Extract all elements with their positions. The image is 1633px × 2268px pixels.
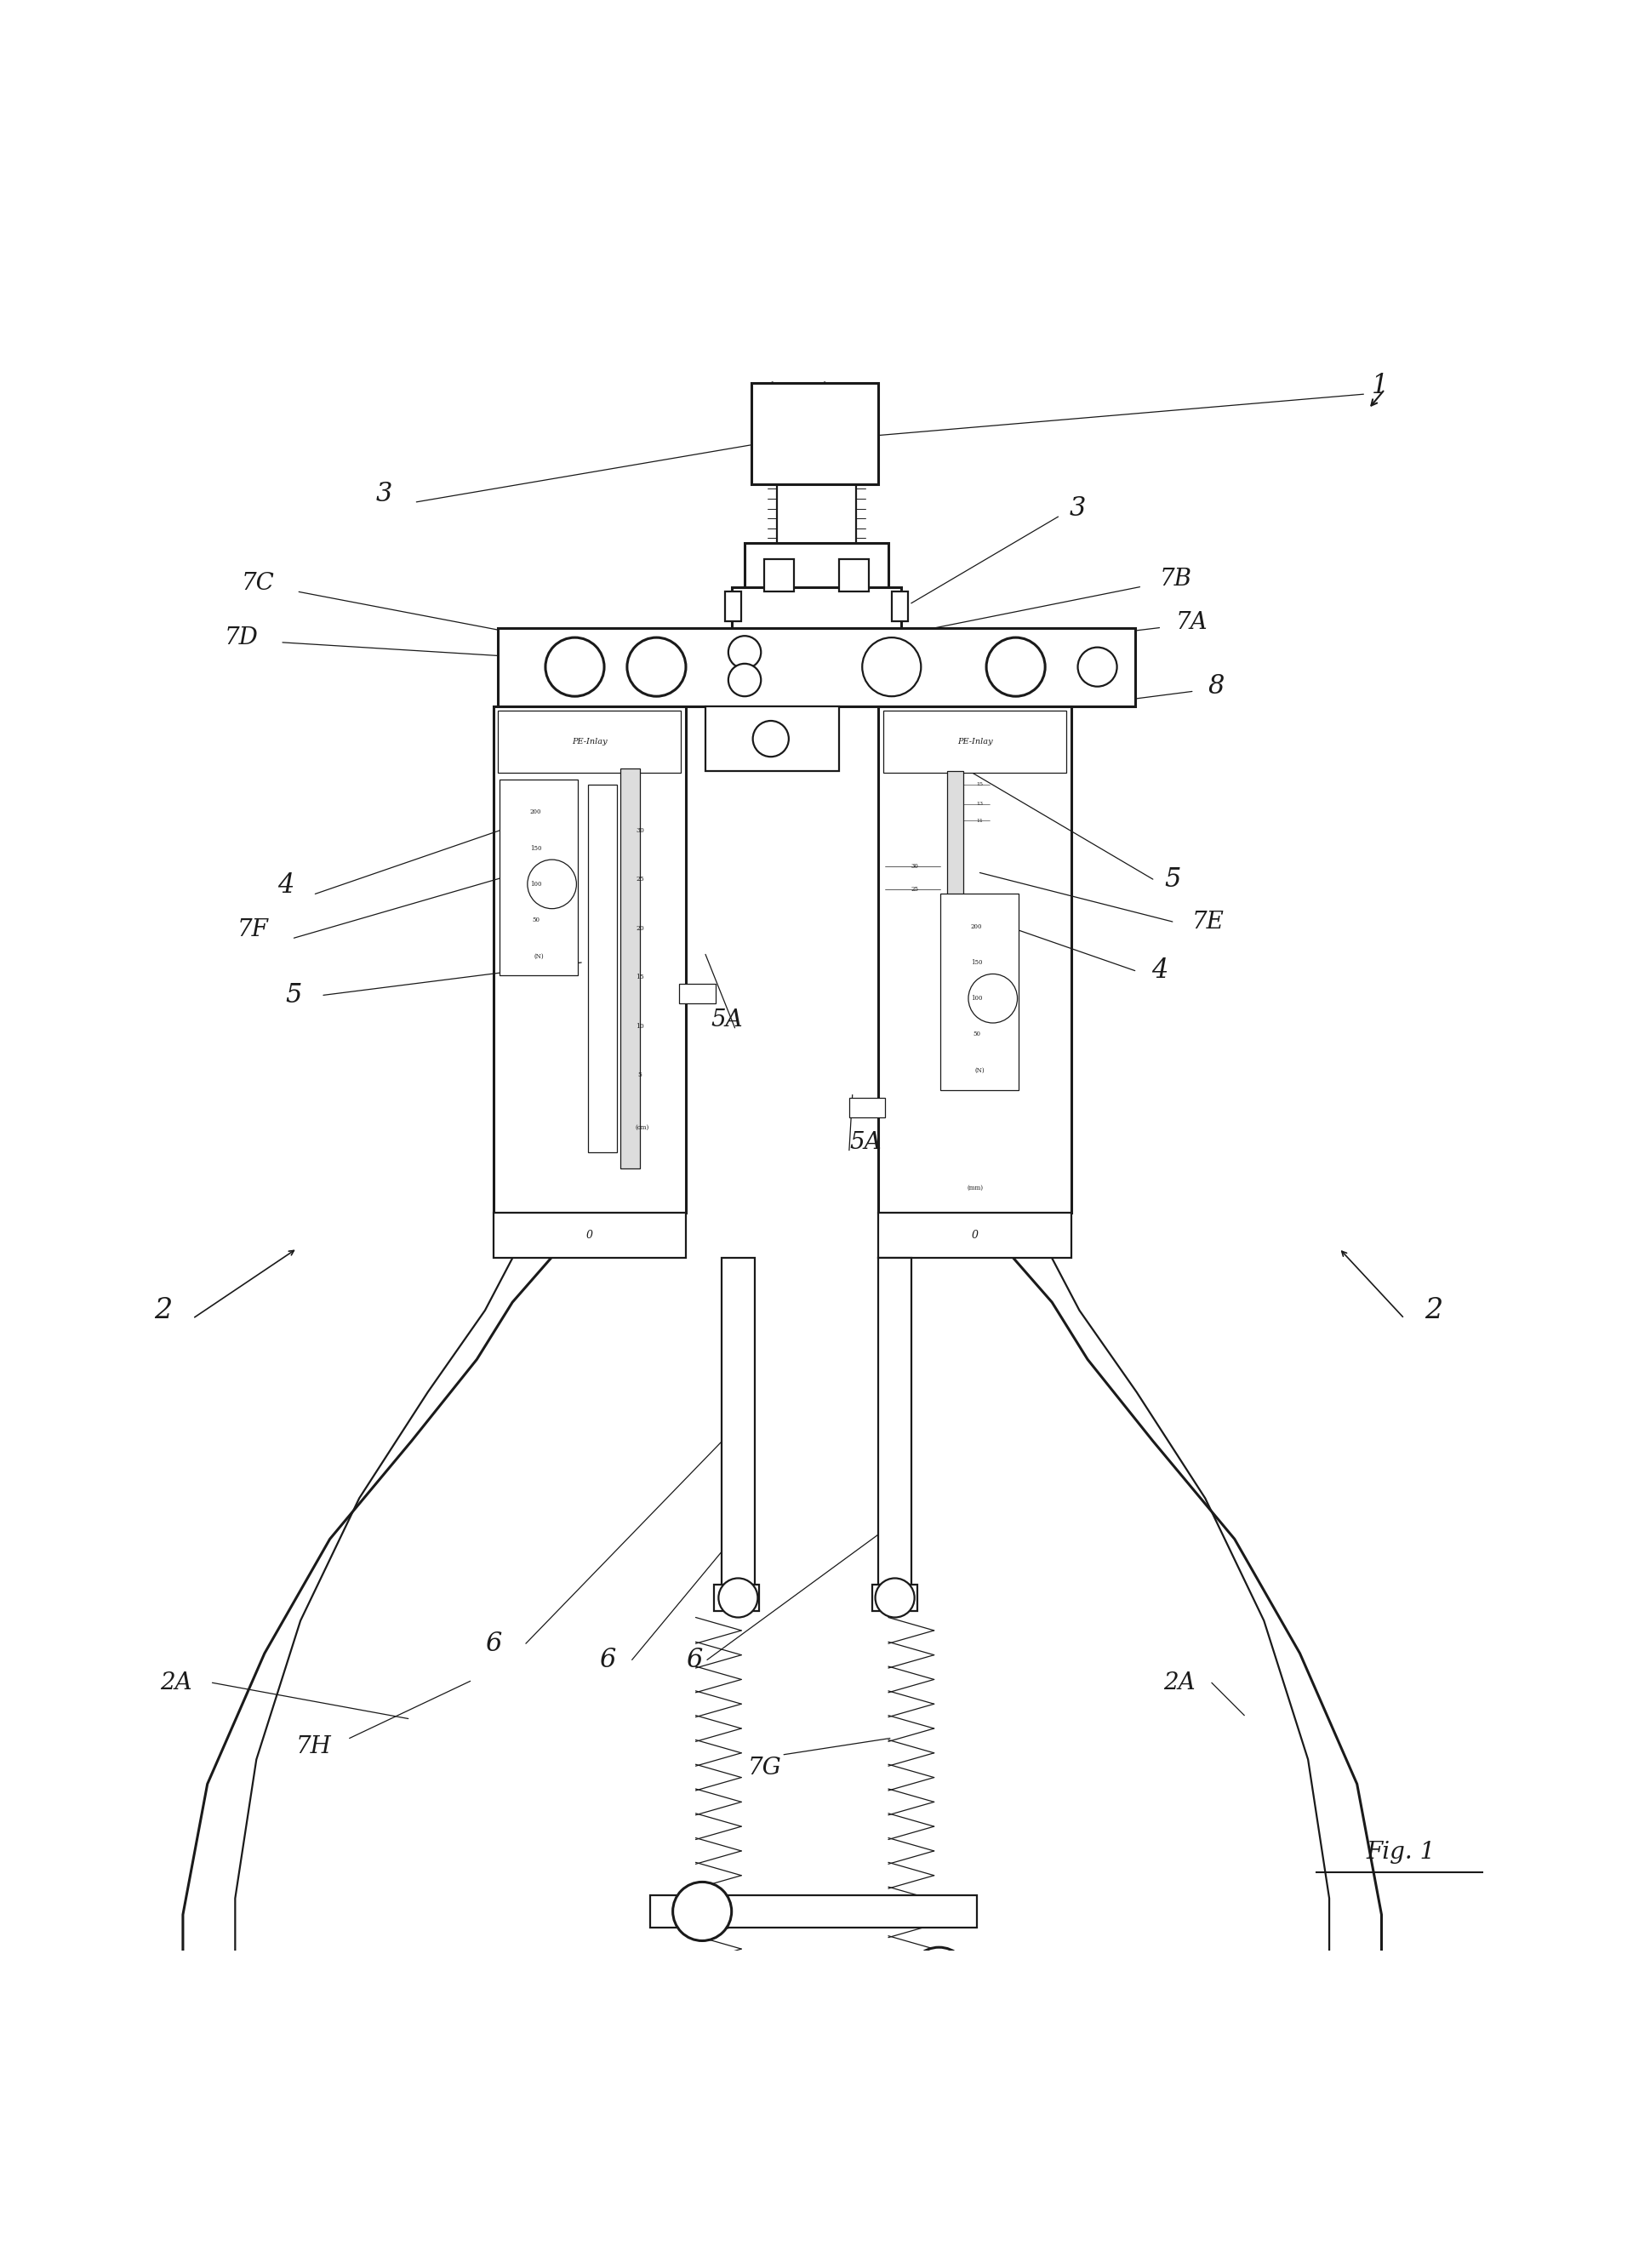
Text: 11: 11 (977, 819, 983, 823)
Text: 7G: 7G (748, 1755, 781, 1778)
Bar (849, 1098, 885, 1118)
Text: 15: 15 (635, 973, 645, 980)
Circle shape (986, 637, 1045, 696)
Bar (725, 592, 741, 621)
Bar (705, 705, 839, 771)
Bar (588, 785, 617, 1152)
Text: 25: 25 (911, 885, 918, 891)
Circle shape (673, 1882, 732, 1941)
Text: (cm): (cm) (635, 1125, 648, 1132)
Circle shape (968, 973, 1017, 1023)
Text: Fig. 1: Fig. 1 (1367, 1842, 1435, 1864)
Circle shape (627, 637, 686, 696)
Bar (493, 705, 686, 1213)
Text: 5A: 5A (710, 1009, 743, 1032)
Text: 5: 5 (639, 1073, 642, 1080)
Text: 30: 30 (911, 862, 918, 869)
Text: 8: 8 (1208, 674, 1225, 701)
Text: 6: 6 (599, 1647, 616, 1674)
Bar (477, 2077, 506, 2268)
Circle shape (527, 860, 576, 909)
Bar (500, 780, 578, 975)
Circle shape (753, 721, 789, 758)
Text: 7H: 7H (296, 1735, 331, 1758)
Bar (947, 771, 963, 903)
Bar (679, 984, 715, 1002)
Text: (N): (N) (975, 1066, 985, 1073)
Text: 4: 4 (278, 873, 294, 898)
Text: 7A: 7A (1176, 612, 1208, 635)
Text: 150: 150 (970, 959, 983, 966)
Circle shape (728, 635, 761, 669)
Text: 5A: 5A (849, 1132, 882, 1154)
Bar (879, 1259, 911, 1585)
Text: 25: 25 (635, 875, 645, 882)
Text: 10: 10 (635, 1023, 645, 1030)
Text: (mm): (mm) (967, 1184, 983, 1191)
Circle shape (545, 637, 604, 696)
Text: 50: 50 (532, 916, 539, 923)
Bar (498, 712, 681, 773)
Text: 2: 2 (1424, 1297, 1444, 1325)
Text: 50: 50 (973, 1032, 980, 1039)
Bar (722, 1259, 754, 1585)
Text: 5: 5 (286, 982, 302, 1009)
Bar (879, 705, 1071, 1213)
Bar (1058, 2077, 1088, 2268)
Bar (493, 1213, 686, 1259)
Text: 100: 100 (970, 996, 983, 1002)
Text: 100: 100 (529, 880, 542, 887)
Bar (621, 769, 640, 1168)
Circle shape (496, 2130, 555, 2189)
Text: 6: 6 (485, 1631, 501, 1656)
Text: 5: 5 (1164, 866, 1181, 891)
Bar (892, 592, 908, 621)
Text: 7B: 7B (1159, 567, 1192, 590)
Text: 7C: 7C (242, 572, 274, 594)
Bar (883, 712, 1066, 773)
Circle shape (910, 1948, 968, 2007)
Text: 30: 30 (635, 828, 645, 835)
Text: 200: 200 (529, 810, 542, 816)
Text: 2A: 2A (1163, 1672, 1195, 1694)
Text: (N): (N) (534, 953, 544, 959)
Bar (732, 587, 901, 628)
Circle shape (862, 637, 921, 696)
Bar (745, 542, 888, 587)
Circle shape (728, 665, 761, 696)
Bar (751, 383, 879, 483)
Text: 7D: 7D (225, 626, 258, 649)
Bar (714, 1585, 759, 1610)
Text: 0: 0 (972, 1229, 978, 1241)
Text: 3: 3 (1070, 494, 1086, 522)
Text: 2: 2 (154, 1297, 173, 1325)
Text: 200: 200 (970, 923, 983, 930)
Circle shape (875, 1579, 914, 1617)
Text: 20: 20 (635, 925, 645, 932)
Circle shape (719, 1579, 758, 1617)
Text: 4: 4 (1151, 957, 1168, 984)
Bar (498, 628, 1135, 705)
Bar (650, 1896, 977, 1928)
Text: 2A: 2A (160, 1672, 193, 1694)
Text: 15: 15 (977, 782, 983, 787)
Bar (777, 481, 856, 547)
Text: PE-Inlay: PE-Inlay (572, 737, 607, 746)
Text: 1: 1 (1372, 372, 1388, 399)
Text: 3: 3 (376, 481, 392, 508)
Text: 7F: 7F (237, 919, 269, 941)
Text: 7E: 7E (1192, 909, 1225, 932)
Text: 150: 150 (529, 844, 542, 850)
Circle shape (1078, 646, 1117, 687)
Text: 6: 6 (686, 1647, 702, 1674)
Text: 0: 0 (586, 1229, 593, 1241)
Bar (872, 1585, 918, 1610)
Circle shape (1009, 2130, 1068, 2189)
Bar (764, 560, 794, 592)
Bar (839, 560, 869, 592)
Text: 13: 13 (977, 803, 983, 805)
Bar (941, 894, 1019, 1091)
Bar (879, 1213, 1071, 1259)
Text: PE-Inlay: PE-Inlay (957, 737, 993, 746)
